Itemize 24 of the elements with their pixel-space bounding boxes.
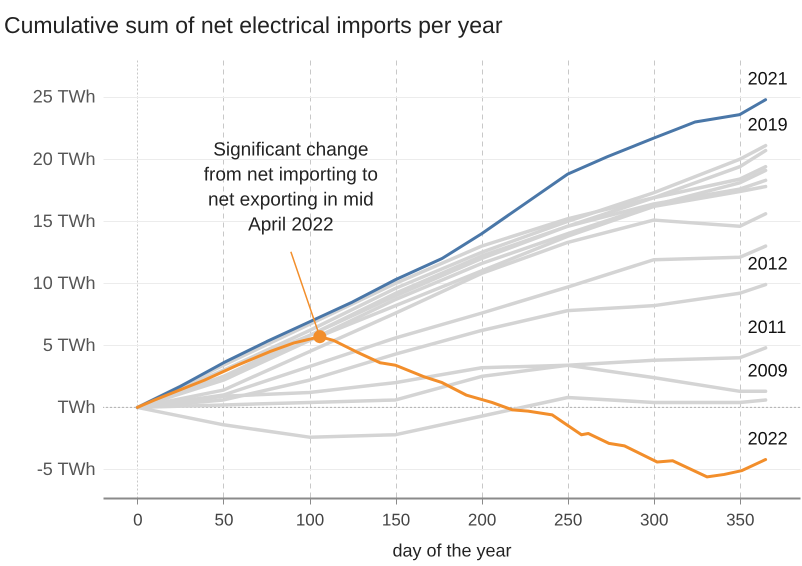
annotation: Significant change from net importing to net exporting in mid April 2022 bbox=[204, 140, 378, 236]
series-label: 2022 bbox=[748, 428, 788, 449]
series-label: 2021 bbox=[748, 68, 788, 89]
y-tick-label: -5 TWh bbox=[36, 458, 96, 479]
y-tick-label: 25 TWh bbox=[32, 86, 96, 107]
x-tick-label: 150 bbox=[382, 510, 410, 530]
x-tick-label: 350 bbox=[726, 510, 754, 530]
y-tick-label: 10 TWh bbox=[32, 272, 96, 293]
x-tick-label: 100 bbox=[296, 510, 324, 530]
x-tick-label: 300 bbox=[640, 510, 668, 530]
x-axis-title: day of the year bbox=[392, 540, 512, 560]
y-tick-label: 5 TWh bbox=[42, 334, 96, 355]
x-tick-label: 50 bbox=[214, 510, 234, 530]
y-tick-label: 20 TWh bbox=[32, 148, 96, 169]
x-tick-label: 250 bbox=[554, 510, 582, 530]
series-label: 2011 bbox=[748, 316, 786, 337]
chart-title: Cumulative sum of net electrical imports per year bbox=[4, 12, 503, 38]
series-label: 2009 bbox=[748, 360, 788, 380]
y-tick-label: 15 TWh bbox=[32, 210, 96, 231]
x-tick-label: 0 bbox=[133, 510, 143, 530]
series-label: 2019 bbox=[748, 114, 788, 135]
y-tick-label: TWh bbox=[58, 396, 96, 417]
x-tick-label: 200 bbox=[468, 510, 496, 530]
series-label: 2012 bbox=[748, 254, 788, 274]
